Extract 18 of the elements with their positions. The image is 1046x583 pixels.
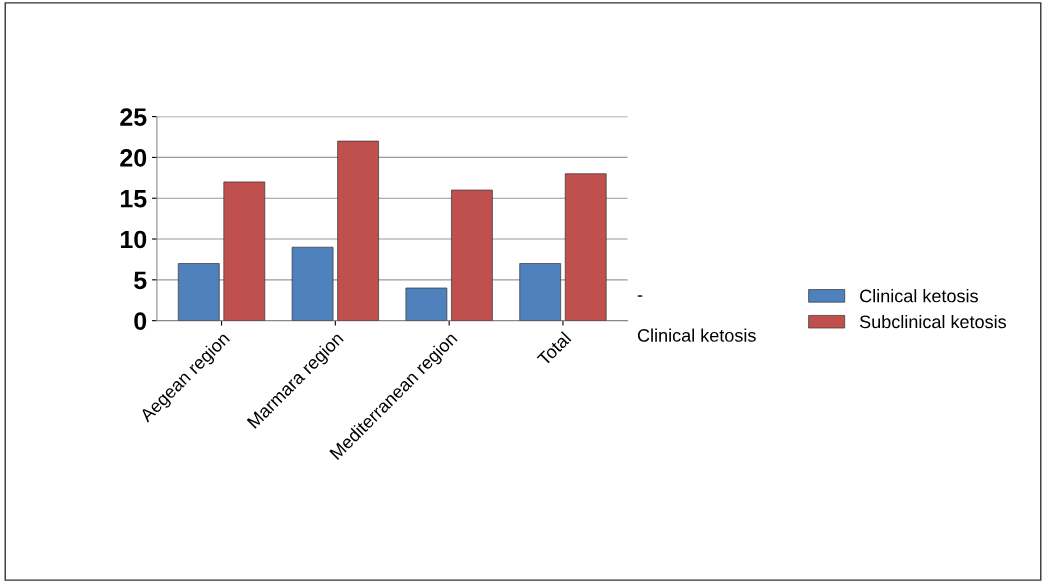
- text: Clinical ketosis: [637, 328, 756, 342]
- y-tick-label: 25: [120, 108, 147, 126]
- legend-label: Subclinical ketosis: [859, 314, 1007, 329]
- bar: [223, 181, 266, 321]
- y-tick-label: 5: [134, 271, 147, 290]
- bar: [337, 140, 379, 321]
- bar: [451, 189, 493, 321]
- y-tick-label: 0: [134, 312, 147, 330]
- y-tick-label: 15: [120, 190, 147, 208]
- bar: [291, 246, 334, 321]
- bar: [519, 263, 562, 321]
- text: -: [637, 295, 643, 297]
- bar: [177, 263, 220, 321]
- legend-label: Clinical ketosis: [860, 289, 978, 303]
- bar: [564, 173, 607, 321]
- bar: [405, 287, 448, 321]
- y-tick-label: 10: [120, 230, 147, 249]
- y-tick-label: 20: [120, 149, 147, 167]
